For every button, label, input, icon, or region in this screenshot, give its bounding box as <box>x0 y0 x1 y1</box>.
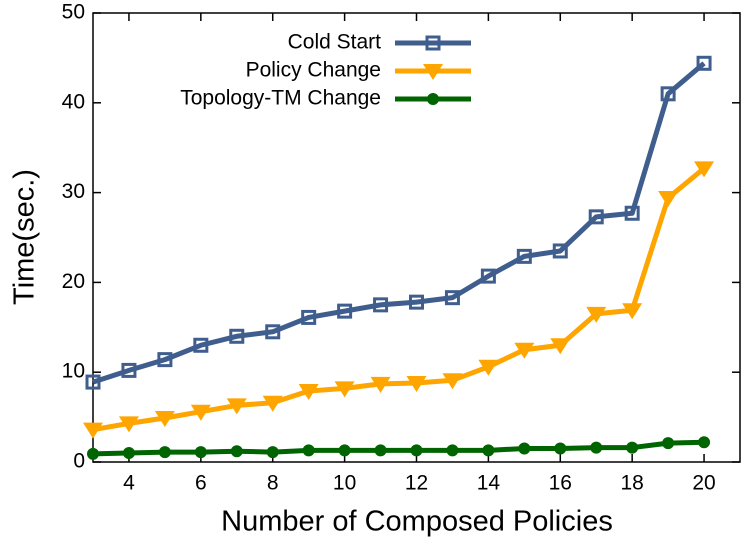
marker <box>590 441 603 454</box>
x-tick-label: 18 <box>620 472 643 495</box>
marker <box>658 190 679 207</box>
series-line <box>92 61 706 385</box>
marker <box>410 444 423 457</box>
marker <box>230 445 243 458</box>
marker <box>694 161 715 178</box>
marker <box>660 86 676 102</box>
marker <box>586 306 607 323</box>
marker <box>262 395 283 412</box>
marker <box>266 446 279 459</box>
legend-marker <box>427 93 439 105</box>
marker <box>626 441 639 454</box>
x-tick-label: 12 <box>405 472 428 495</box>
marker <box>87 447 99 460</box>
marker <box>298 384 319 401</box>
marker <box>588 209 604 225</box>
marker <box>373 297 389 313</box>
marker <box>158 446 171 459</box>
marker <box>374 444 387 457</box>
y-tick-label: 30 <box>62 180 85 203</box>
marker <box>338 444 351 457</box>
marker <box>409 294 424 310</box>
marker <box>622 303 643 320</box>
x-tick-label: 10 <box>333 472 356 495</box>
y-tick-label: 50 <box>62 1 85 24</box>
marker <box>698 436 711 449</box>
marker <box>190 404 211 421</box>
marker <box>83 422 103 439</box>
marker <box>478 359 499 376</box>
marker <box>85 374 101 390</box>
x-tick-label: 16 <box>549 472 572 495</box>
marker <box>157 352 173 368</box>
marker <box>154 410 175 427</box>
marker <box>482 444 495 457</box>
x-tick-label: 4 <box>123 472 135 495</box>
y-tick-label: 0 <box>73 450 85 473</box>
marker <box>337 303 353 319</box>
marker <box>516 248 532 264</box>
legend-label: Cold Start <box>288 31 382 54</box>
marker <box>624 205 640 221</box>
x-axis-title: Number of Composed Policies <box>221 506 613 538</box>
marker <box>518 442 531 455</box>
series-line <box>92 439 705 457</box>
series-line <box>92 166 706 433</box>
marker <box>302 444 315 457</box>
marker <box>265 324 281 340</box>
marker <box>554 442 567 455</box>
marker <box>301 309 317 325</box>
marker <box>193 337 209 353</box>
marker <box>514 342 535 359</box>
marker <box>406 375 427 392</box>
marker <box>662 437 675 450</box>
marker <box>334 381 355 398</box>
marker <box>696 55 712 71</box>
marker <box>122 447 135 460</box>
legend-label: Policy Change <box>246 59 381 82</box>
marker <box>226 398 247 415</box>
x-tick-label: 8 <box>267 472 279 495</box>
marker <box>442 373 463 390</box>
y-axis-title: Time(sec.) <box>9 169 41 305</box>
marker <box>118 416 139 433</box>
marker <box>550 338 571 355</box>
x-tick-label: 20 <box>692 472 715 495</box>
marker <box>229 328 245 344</box>
marker <box>370 376 391 393</box>
marker <box>194 446 207 459</box>
x-tick-label: 14 <box>477 472 501 495</box>
y-tick-label: 40 <box>62 90 85 113</box>
y-tick-label: 10 <box>62 360 85 383</box>
x-tick-label: 6 <box>195 472 207 495</box>
marker <box>552 243 568 259</box>
legend-marker <box>423 64 443 80</box>
marker <box>446 444 459 457</box>
legend-label: Topology-TM Change <box>180 87 381 110</box>
marker <box>444 290 460 306</box>
y-tick-label: 20 <box>62 270 85 293</box>
plot-frame <box>92 12 741 463</box>
marker <box>480 268 496 284</box>
legend-marker <box>425 35 441 51</box>
marker <box>121 362 137 378</box>
